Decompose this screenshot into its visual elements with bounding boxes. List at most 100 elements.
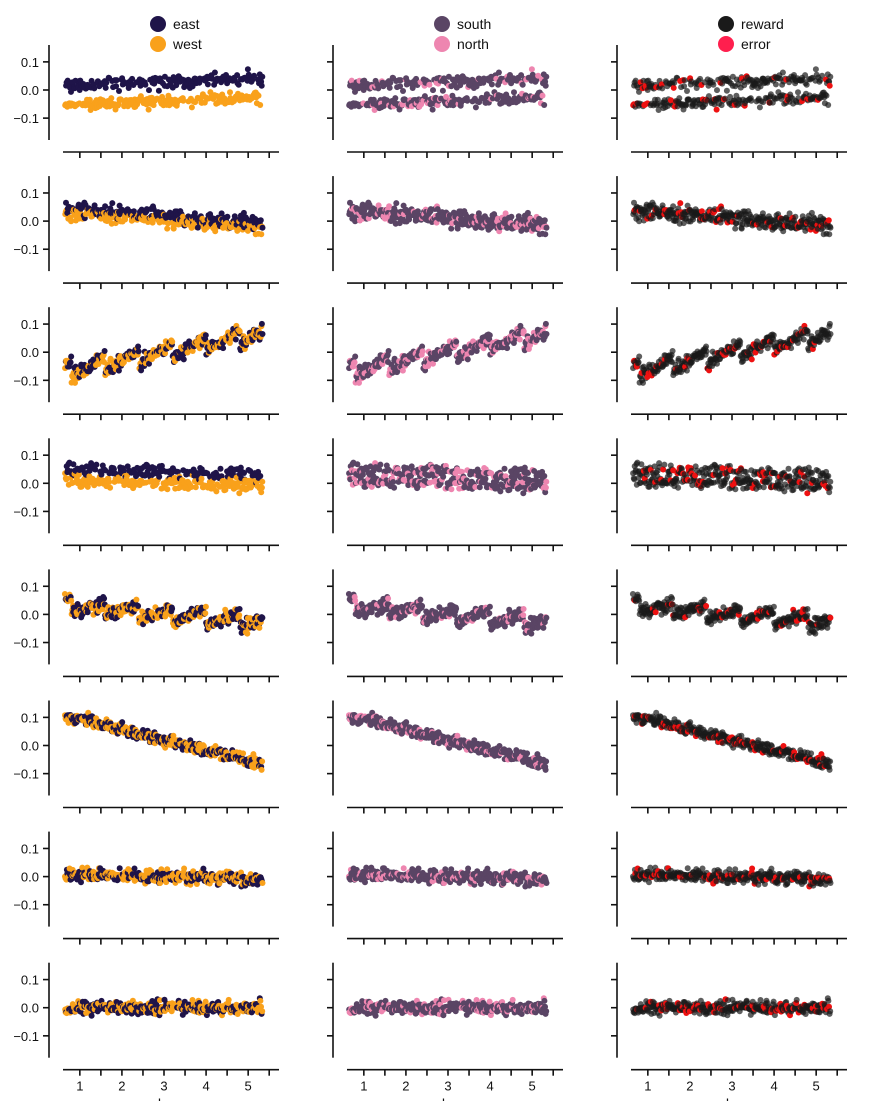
east-point	[91, 85, 98, 92]
y-tick-label: 0.1	[21, 448, 39, 463]
east-point	[217, 465, 224, 472]
east-point	[155, 87, 162, 94]
reward-point	[772, 81, 779, 88]
south-point	[397, 83, 404, 90]
points	[346, 459, 550, 497]
south-point	[504, 345, 511, 352]
east-point	[236, 606, 243, 612]
reward-point	[795, 89, 801, 96]
points	[630, 66, 834, 113]
south-point	[387, 79, 394, 86]
east-point	[146, 87, 152, 94]
reward-point	[737, 338, 744, 345]
east-point	[113, 77, 120, 84]
south-point	[391, 484, 398, 491]
reward-point	[827, 478, 834, 485]
reward-point	[632, 77, 639, 84]
east-point	[135, 348, 142, 355]
west-point	[236, 328, 243, 335]
reward-point	[803, 81, 810, 88]
points	[346, 66, 550, 113]
west-point	[227, 89, 233, 96]
east-point	[258, 320, 265, 327]
reward-point	[792, 213, 799, 220]
north-point	[543, 478, 550, 485]
reward-point	[669, 348, 676, 354]
panel-r4-c1: −0.10.00.1	[13, 438, 279, 552]
south-point	[386, 84, 393, 91]
east-point	[156, 473, 163, 480]
west-point	[244, 630, 251, 637]
north-point	[371, 107, 378, 113]
legend-label-north: north	[457, 36, 489, 52]
points	[630, 199, 834, 238]
y-tick-label: −0.1	[13, 504, 39, 519]
error-point	[713, 106, 720, 113]
south-point	[543, 73, 550, 80]
south-point	[370, 96, 377, 103]
west-point	[107, 484, 114, 491]
west-point	[68, 218, 75, 225]
reward-point	[723, 87, 730, 94]
points	[346, 199, 550, 238]
error-point	[826, 82, 833, 89]
points	[62, 459, 266, 497]
y-tick-label: 0.0	[21, 214, 39, 229]
east-point	[129, 75, 136, 82]
error-point	[667, 97, 674, 104]
reward-point	[802, 72, 809, 79]
west-point	[86, 96, 93, 103]
panel-r1-c2	[327, 45, 563, 158]
panel-r2-c1: −0.10.00.1	[13, 176, 279, 290]
west-point	[258, 231, 265, 238]
y-tick-label: 0.0	[21, 607, 39, 622]
reward-point	[812, 66, 819, 73]
east-point	[101, 348, 108, 354]
y-tick-label: −0.1	[13, 373, 39, 388]
panel-r5-c1: −0.10.00.1	[13, 569, 279, 683]
north-point	[448, 486, 455, 493]
reward-point	[661, 461, 668, 468]
east-point	[68, 353, 75, 360]
points	[62, 199, 266, 238]
north-point	[520, 328, 527, 335]
west-point	[133, 596, 140, 603]
east-point	[234, 72, 241, 79]
points	[345, 591, 550, 637]
panel-r4-c2	[327, 438, 563, 552]
east-point	[258, 82, 265, 89]
reward-point	[826, 320, 833, 327]
north-point	[348, 77, 355, 84]
west-point	[106, 479, 113, 485]
east-point	[116, 88, 122, 94]
y-tick-label: 0.1	[21, 579, 39, 594]
y-tick-label: 0.0	[21, 345, 39, 360]
north-point	[352, 597, 359, 604]
south-point	[390, 479, 397, 485]
east-point	[204, 81, 211, 88]
reward-point	[756, 104, 763, 111]
reward-point	[827, 73, 834, 80]
east-point	[109, 200, 116, 207]
south-point	[541, 473, 548, 479]
west-point	[108, 95, 115, 102]
south-point	[400, 88, 406, 94]
points	[630, 459, 834, 497]
reward-point	[714, 87, 720, 94]
east-point	[257, 217, 264, 224]
reward-point	[676, 95, 683, 102]
panel-r3-c3	[611, 307, 847, 421]
reward-point	[770, 332, 777, 339]
east-point	[68, 88, 74, 95]
reward-point	[659, 85, 666, 92]
panel-r5-c2	[327, 569, 563, 683]
west-point	[137, 93, 144, 100]
panel-r2-c2	[327, 176, 563, 290]
west-point	[87, 107, 94, 113]
west-point	[68, 597, 75, 604]
west-point	[202, 603, 209, 610]
west-point	[255, 92, 262, 99]
east-point	[259, 331, 266, 337]
legend-marker-west	[150, 36, 166, 52]
